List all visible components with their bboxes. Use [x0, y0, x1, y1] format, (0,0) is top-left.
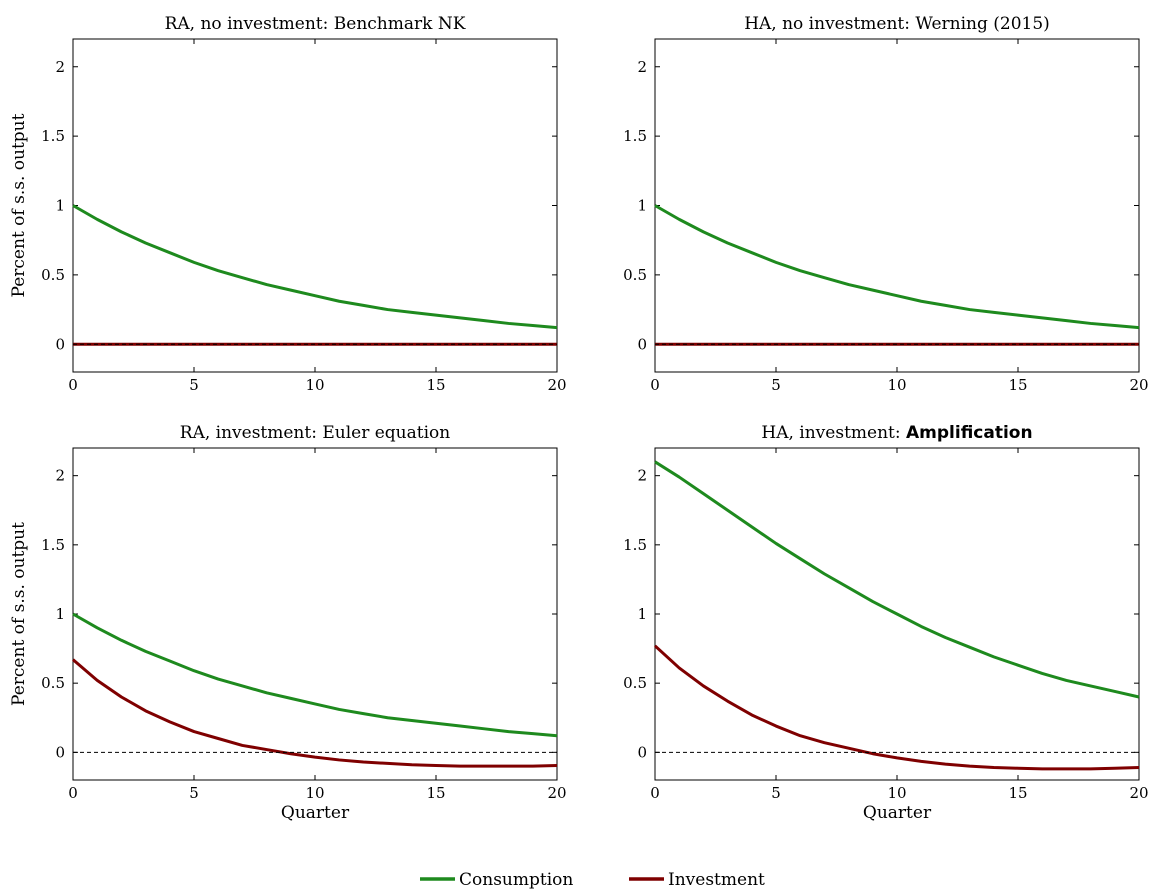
y-tick-label: 1 — [637, 605, 647, 623]
y-tick-label: 2 — [55, 58, 65, 76]
series-line-consumption — [654, 460, 1140, 699]
y-tick-label: 0.5 — [41, 674, 65, 692]
x-tick-label: 0 — [68, 376, 78, 394]
x-tick-label: 5 — [771, 376, 781, 394]
y-tick-label: 1.5 — [623, 536, 647, 554]
panel-3: RA, investment: Euler equation 0 5 10 15 20 0 0… — [9, 423, 567, 823]
x-tick-label: 20 — [1129, 376, 1148, 394]
series-line-investment — [653, 644, 1140, 771]
y-tick-label: 2 — [55, 467, 65, 485]
series-line-investment — [72, 658, 558, 768]
x-axis-label: Quarter — [863, 803, 932, 823]
panel-2: HA, no investment: Werning (2015)0 5 10 15 2… — [623, 14, 1148, 394]
y-tick-label: 2 — [637, 58, 647, 76]
y-tick-label: 0.5 — [623, 674, 647, 692]
x-tick-label: 0 — [68, 784, 78, 802]
x-axis-label: Quarter — [281, 803, 350, 823]
y-tick-label: 1.5 — [41, 536, 65, 554]
y-axis-label: Percent of s.s. output — [9, 113, 29, 297]
x-tick-label: 5 — [189, 784, 199, 802]
x-tick-label: 5 — [771, 784, 781, 802]
y-tick-label: 0 — [637, 335, 647, 353]
y-tick-label: 1 — [55, 605, 65, 623]
y-axis-label: Percent of s.s. output — [9, 522, 29, 706]
x-tick-label: 15 — [426, 376, 445, 394]
x-tick-label: 0 — [650, 784, 660, 802]
panel-title: HA, investment: Amplification — [761, 423, 1032, 443]
panel-title: RA, no investment: Benchmark NK — [165, 14, 466, 34]
y-tick-label: 1.5 — [41, 127, 65, 145]
y-tick-label: 0 — [637, 743, 647, 761]
y-tick-label: 2 — [637, 467, 647, 485]
series-line-consumption — [654, 204, 1140, 330]
x-tick-label: 10 — [305, 376, 324, 394]
panel-title: RA, investment: Euler equation — [180, 423, 450, 443]
x-tick-label: 0 — [650, 376, 660, 394]
x-tick-label: 15 — [1008, 784, 1027, 802]
y-tick-label: 0.5 — [623, 266, 647, 284]
y-tick-label: 1 — [55, 197, 65, 215]
y-tick-label: 1.5 — [623, 127, 647, 145]
y-tick-label: 0.5 — [41, 266, 65, 284]
x-tick-label: 10 — [305, 784, 324, 802]
y-tick-label: 1 — [637, 197, 647, 215]
series-line-consumption — [72, 612, 558, 738]
x-tick-label: 15 — [1008, 376, 1027, 394]
x-tick-label: 20 — [547, 784, 566, 802]
x-tick-label: 5 — [189, 376, 199, 394]
panel-title: HA, no investment: Werning (2015) — [744, 14, 1050, 34]
legend-label-investment: Investment — [668, 870, 765, 890]
x-tick-label: 10 — [887, 376, 906, 394]
x-tick-label: 15 — [426, 784, 445, 802]
y-tick-label: 0 — [55, 335, 65, 353]
x-tick-label: 20 — [1129, 784, 1148, 802]
x-tick-label: 10 — [887, 784, 906, 802]
series-line-consumption — [72, 204, 558, 330]
panel-1: RA, no investment: Benchmark NK0 5 10 15 200… — [9, 14, 567, 394]
y-tick-label: 0 — [55, 743, 65, 761]
legend: Consumption Investment — [420, 870, 765, 890]
panel-4: HA, investment: Amplification 0 5 10 15 20 0 0.… — [623, 423, 1148, 823]
x-tick-label: 20 — [547, 376, 566, 394]
legend-label-consumption: Consumption — [459, 870, 573, 890]
